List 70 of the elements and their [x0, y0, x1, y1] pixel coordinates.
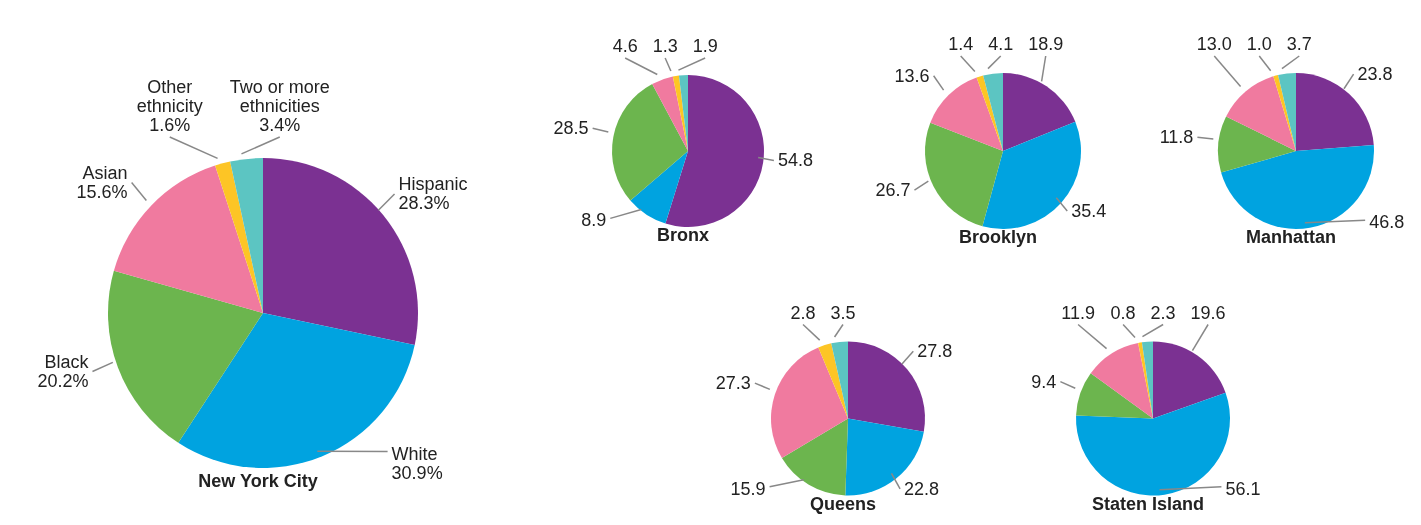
data-label: 3.7	[1286, 34, 1312, 54]
text: New York City	[198, 471, 318, 491]
data-label: 1.9	[692, 36, 718, 56]
data-label: 3.5	[830, 302, 856, 323]
text: Staten Island	[1091, 493, 1205, 514]
pie-slice	[672, 75, 688, 151]
data-label: 15.6%	[76, 181, 128, 202]
pie-slice	[1226, 76, 1296, 151]
data-label: 28.3%	[398, 193, 450, 214]
pie-slice	[1218, 116, 1296, 173]
text: Bronx	[656, 225, 709, 245]
data-label: 27.8	[917, 341, 953, 362]
data-label: 18.9	[1028, 34, 1064, 54]
data-label: 26.7	[875, 180, 911, 201]
data-label: 20.2%	[37, 370, 89, 391]
data-label: 27.3	[715, 373, 751, 394]
pie-slice	[652, 76, 688, 151]
pie-slice	[976, 75, 1003, 151]
data-label: 19.6	[1190, 302, 1226, 323]
pie-slice	[230, 158, 263, 313]
pie-slice	[781, 418, 848, 496]
pie-slice	[1153, 341, 1226, 419]
data-label: 22.8	[904, 478, 940, 499]
pie-slice	[1090, 342, 1153, 419]
data-label: 35.4	[1071, 201, 1107, 222]
data-label: 1.0	[1246, 34, 1272, 54]
pie-slice	[1003, 73, 1076, 151]
pie-slice	[925, 122, 1003, 227]
data-label: 11.8	[1159, 127, 1194, 148]
data-label: 0.8	[1110, 302, 1136, 323]
pie-slice	[818, 343, 848, 419]
pie-slice	[1076, 373, 1153, 419]
data-label: 15.9	[730, 478, 766, 499]
pie-slice	[771, 347, 848, 458]
data-label: 8.9	[581, 210, 607, 231]
pie-slice	[983, 73, 1003, 151]
data-label: 11.9	[1061, 302, 1095, 323]
data-label: 54.8	[777, 150, 813, 171]
slice-label: Black	[44, 351, 90, 372]
pie-slice	[665, 75, 764, 227]
data-label: 3.4%	[259, 115, 301, 135]
data-label: 1.4	[948, 34, 974, 54]
data-label: 1.6%	[149, 115, 191, 135]
slice-label: Asian	[82, 162, 128, 183]
pie-slice	[630, 151, 688, 224]
pie-slice	[831, 341, 848, 419]
data-label: 28.5	[553, 118, 589, 139]
data-label: 13.0	[1196, 34, 1232, 54]
data-label: 56.1	[1225, 478, 1261, 499]
slice-label: Other ethnicity	[136, 77, 203, 116]
data-label: 2.8	[790, 302, 816, 323]
data-label: 9.4	[1031, 371, 1057, 392]
text: Brooklyn	[958, 227, 1038, 248]
pie-slice	[930, 77, 1003, 151]
data-label: 13.6	[894, 65, 930, 86]
data-label: 30.9%	[391, 462, 443, 483]
pie-slice	[1278, 73, 1296, 151]
pie-slice	[612, 83, 688, 201]
text: Queens	[809, 493, 877, 514]
data-label: 23.8	[1357, 64, 1393, 85]
pie-slice	[108, 270, 263, 443]
slice-label: Two or more ethnicities	[229, 77, 330, 116]
slice-label: White	[391, 443, 438, 464]
data-label: 4.6	[612, 36, 638, 56]
slice-label: Hispanic	[398, 174, 468, 195]
data-label: 2.3	[1150, 302, 1176, 323]
data-label: 1.3	[652, 36, 678, 56]
data-label: 46.8	[1369, 212, 1405, 233]
text: Manhattan	[1246, 227, 1336, 247]
data-label: 4.1	[988, 34, 1014, 54]
